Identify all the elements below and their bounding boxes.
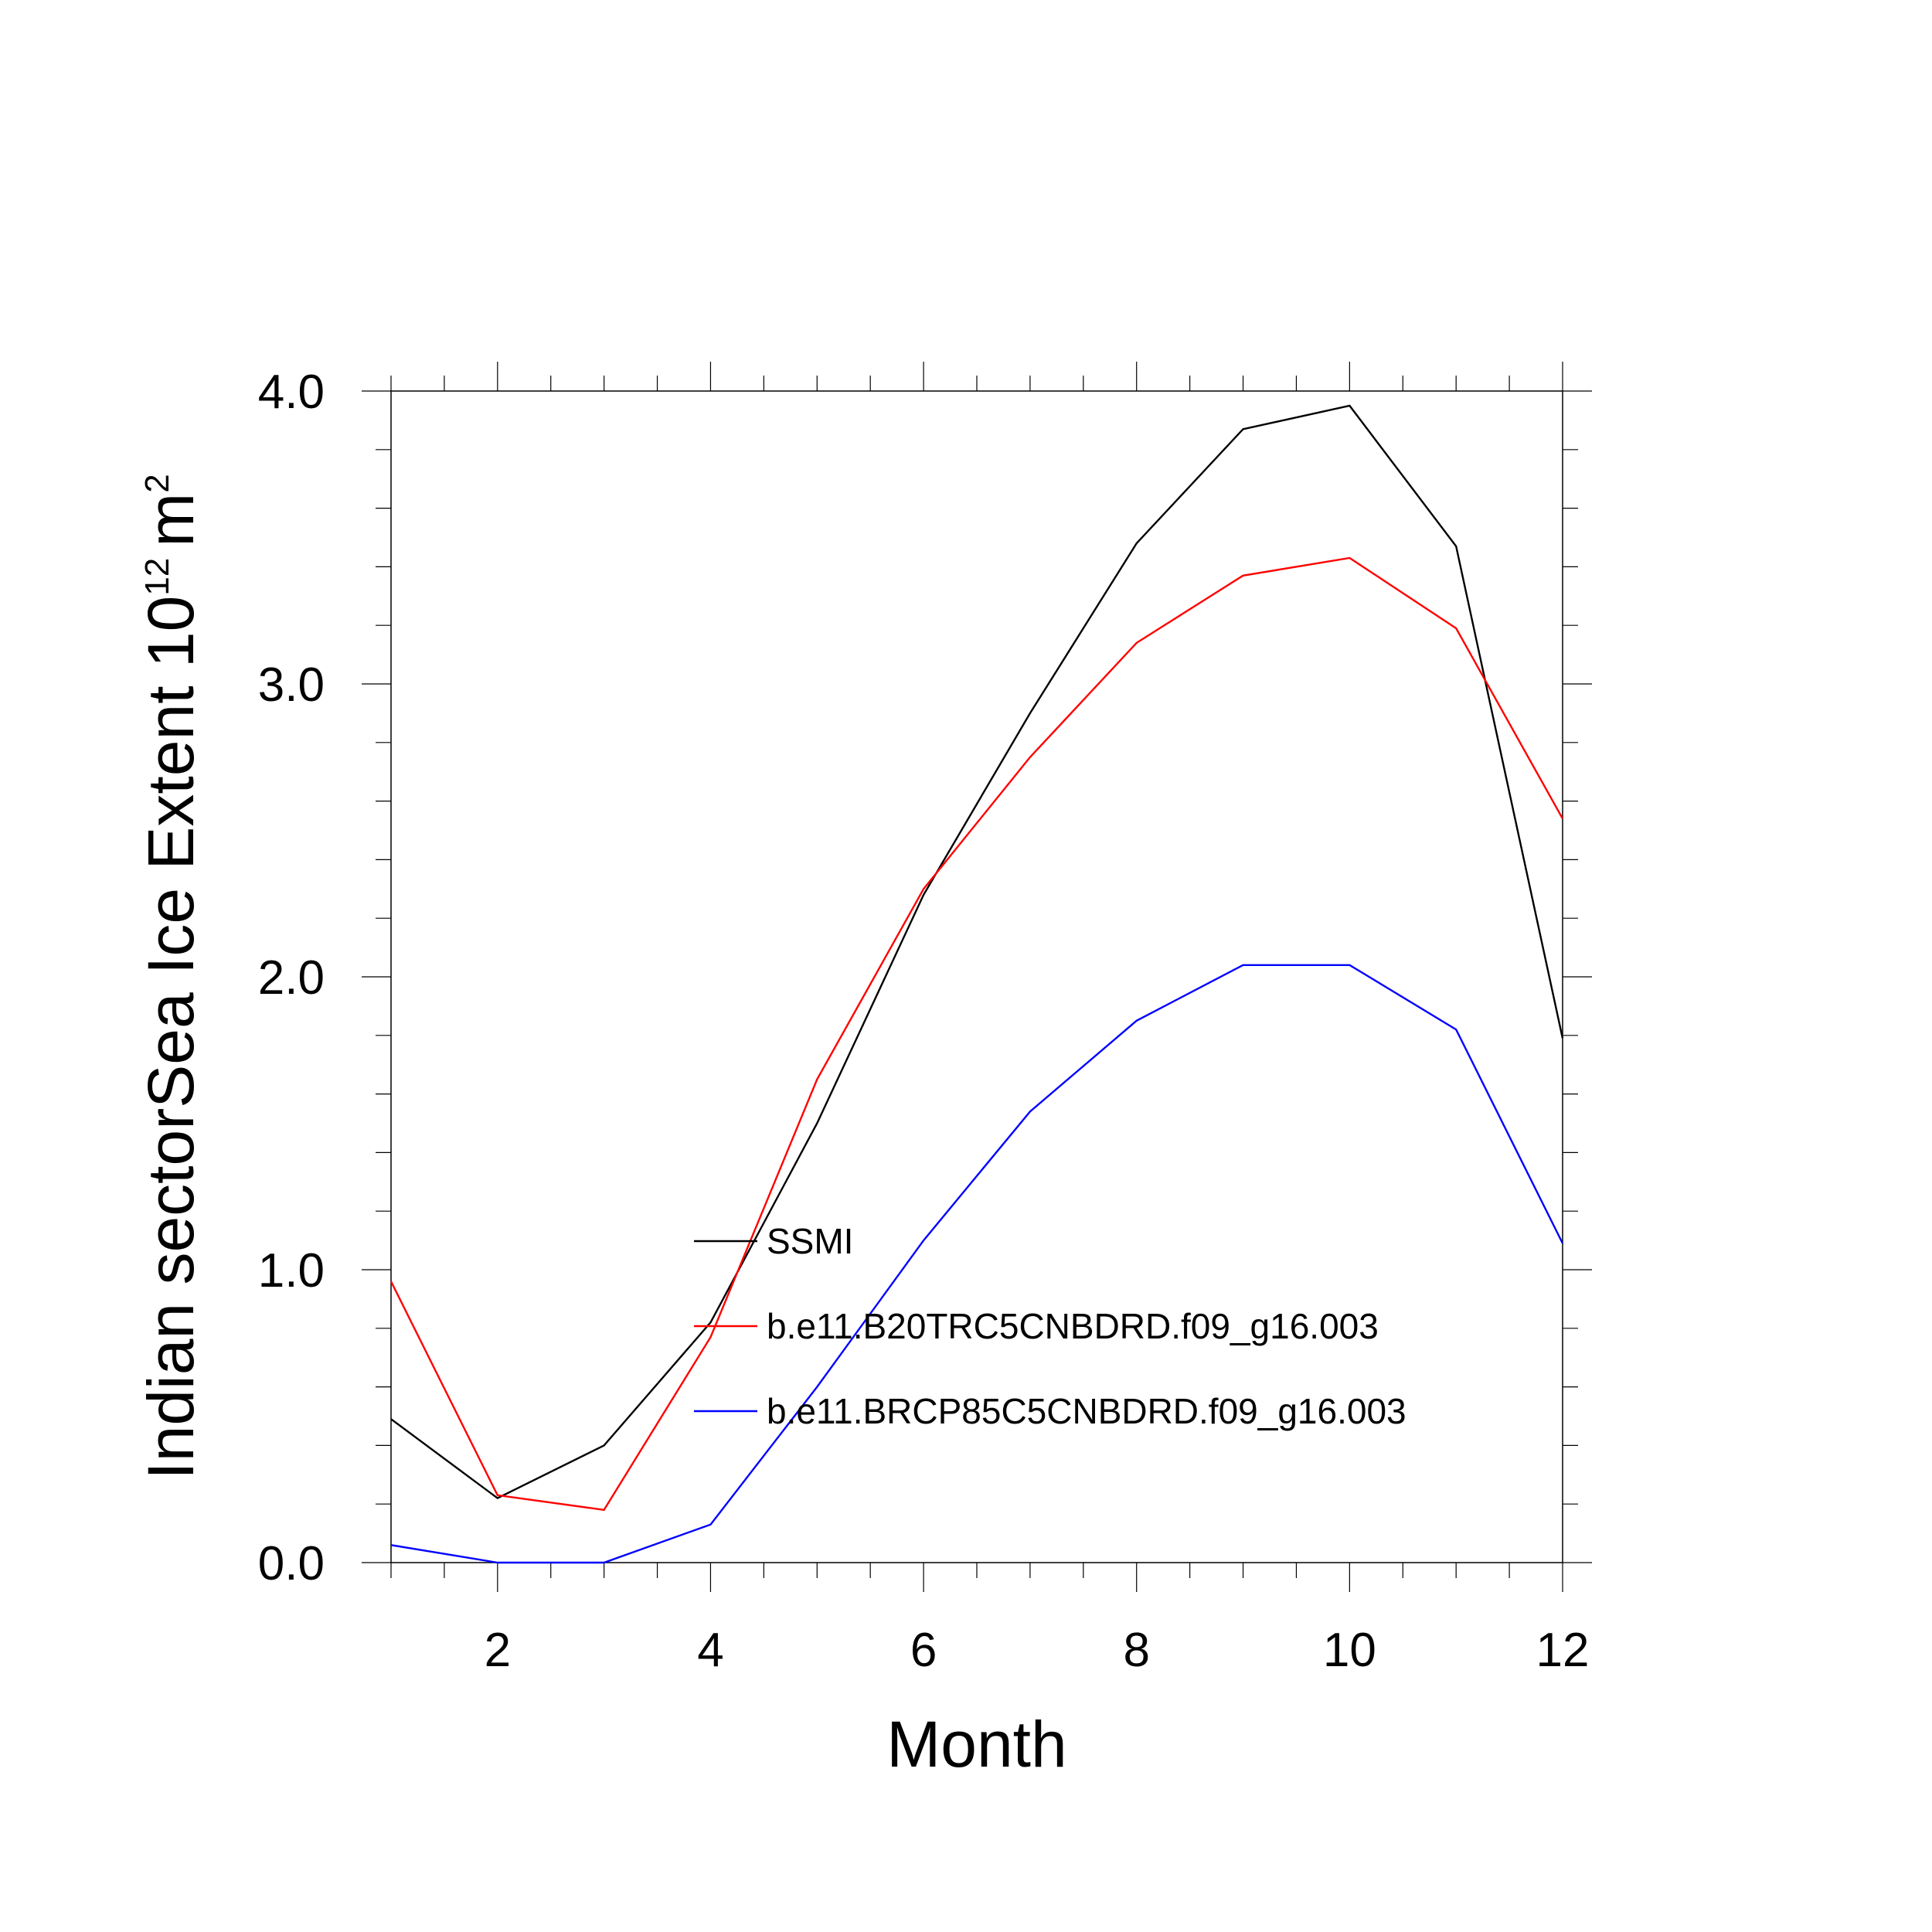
- x-tick-label: 2: [485, 1624, 511, 1677]
- x-tick-label: 10: [1323, 1624, 1376, 1677]
- y-tick-label: 1.0: [258, 1244, 325, 1298]
- y-axis-title-main: Indian sectorSea Ice Extent 10: [134, 596, 207, 1480]
- x-tick-label: 8: [1123, 1624, 1149, 1677]
- y-tick-label: 0.0: [258, 1537, 325, 1590]
- x-tick-label: 6: [910, 1624, 937, 1677]
- legend-label: SSMI: [767, 1221, 853, 1261]
- y-axis-title-unit-exponent: 2: [138, 474, 176, 492]
- y-axis-title: Indian sectorSea Ice Extent 1012 m2: [134, 474, 207, 1479]
- y-tick-label: 3.0: [258, 658, 325, 712]
- y-tick-label: 4.0: [258, 366, 325, 419]
- x-tick-label: 12: [1536, 1624, 1590, 1677]
- series-lines: [389, 404, 1564, 1564]
- major-ticks: [362, 362, 1592, 1592]
- legend: SSMI b.e11.B20TRC5CNBDRD.f09_g16.003 b.e11…: [694, 1221, 1406, 1431]
- tick-labels: 2 4 6 8 10 12 0.0 1.0 2.0 3.0 4.0: [258, 366, 1590, 1677]
- y-axis-title-unit: m: [134, 493, 207, 547]
- series-line-2: [389, 556, 1564, 1512]
- y-tick-label: 2.0: [258, 951, 325, 1005]
- series-line-1: [390, 404, 1564, 1500]
- plot-frame: [390, 390, 1563, 1563]
- legend-label: b.e11.B20TRC5CNBDRD.f09_g16.003: [767, 1306, 1379, 1346]
- y-axis-title-exponent: 12: [138, 558, 176, 596]
- series-line-3: [390, 964, 1564, 1564]
- minor-ticks: [376, 376, 1578, 1578]
- x-axis-title: Month: [886, 1708, 1066, 1781]
- x-tick-label: 4: [697, 1624, 723, 1677]
- legend-label: b.e11.BRCP85C5CNBDRD.f09_g16.003: [767, 1391, 1406, 1431]
